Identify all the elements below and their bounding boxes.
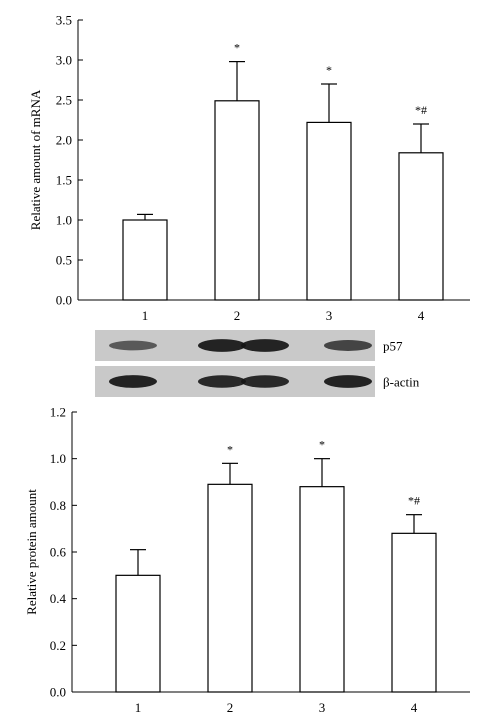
protein-y-tick-label: 0.6 xyxy=(50,545,67,560)
blot-band xyxy=(324,375,372,388)
protein-chart: Relative protein amount 0.0 0.2 0.4 0.6 0.8 1… xyxy=(24,405,470,715)
mrna-bar xyxy=(398,152,444,301)
protein-y-tick-label: 0.2 xyxy=(50,638,66,653)
mrna-significance-label: * xyxy=(234,41,240,55)
protein-y-tick-label: 1.0 xyxy=(50,451,66,466)
mrna-significance-label: *# xyxy=(415,103,427,117)
mrna-y-tick-label: 0.5 xyxy=(56,253,72,268)
mrna-y-axis-label: Relative amount of mRNA xyxy=(28,89,43,230)
mrna-bar xyxy=(306,121,352,301)
mrna-category-label: 1 xyxy=(142,308,149,323)
blot-band xyxy=(241,375,289,388)
mrna-y-tick-label: 1.5 xyxy=(56,173,72,188)
protein-y-axis-label: Relative protein amount xyxy=(24,489,39,615)
protein-category-label: 2 xyxy=(227,700,234,715)
blot-band xyxy=(241,339,289,352)
protein-y-tick-label: 1.2 xyxy=(50,405,66,420)
protein-bar xyxy=(207,483,253,693)
blot-band xyxy=(198,339,246,352)
protein-category-label: 4 xyxy=(411,700,418,715)
mrna-y-tick-label: 2.5 xyxy=(56,93,72,108)
protein-significance-label: * xyxy=(227,442,233,456)
blot-row-label: p57 xyxy=(383,339,403,354)
mrna-significance-label: * xyxy=(326,63,332,77)
protein-significance-label: *# xyxy=(408,494,420,508)
protein-y-tick-label: 0.0 xyxy=(50,685,66,700)
mrna-y-tick-label: 3.5 xyxy=(56,13,72,28)
blot-band xyxy=(324,340,372,351)
mrna-y-tick-label: 2.0 xyxy=(56,133,72,148)
protein-y-tick-label: 0.8 xyxy=(50,498,66,513)
western-blot: p57 β-actin xyxy=(95,330,420,397)
mrna-category-label: 3 xyxy=(326,308,333,323)
mrna-category-label: 2 xyxy=(234,308,241,323)
blot-band xyxy=(109,375,157,388)
protein-category-label: 3 xyxy=(319,700,326,715)
mrna-y-tick-label: 0.0 xyxy=(56,293,72,308)
protein-significance-label: * xyxy=(319,438,325,452)
blot-band xyxy=(198,375,246,388)
blot-band xyxy=(109,340,157,351)
mrna-bar xyxy=(122,219,168,301)
blot-row-label: β-actin xyxy=(383,375,420,390)
protein-bar xyxy=(115,574,161,693)
mrna-category-label: 4 xyxy=(418,308,425,323)
mrna-y-tick-label: 1.0 xyxy=(56,213,72,228)
protein-bar xyxy=(299,486,345,693)
protein-category-label: 1 xyxy=(135,700,142,715)
mrna-bar xyxy=(214,100,260,301)
protein-bar xyxy=(391,532,437,693)
mrna-chart: Relative amount of mRNA 0.0 0.5 1.0 1.5 2.0 2… xyxy=(28,13,470,323)
protein-y-tick-label: 0.4 xyxy=(50,591,67,606)
mrna-y-tick-label: 3.0 xyxy=(56,53,72,68)
